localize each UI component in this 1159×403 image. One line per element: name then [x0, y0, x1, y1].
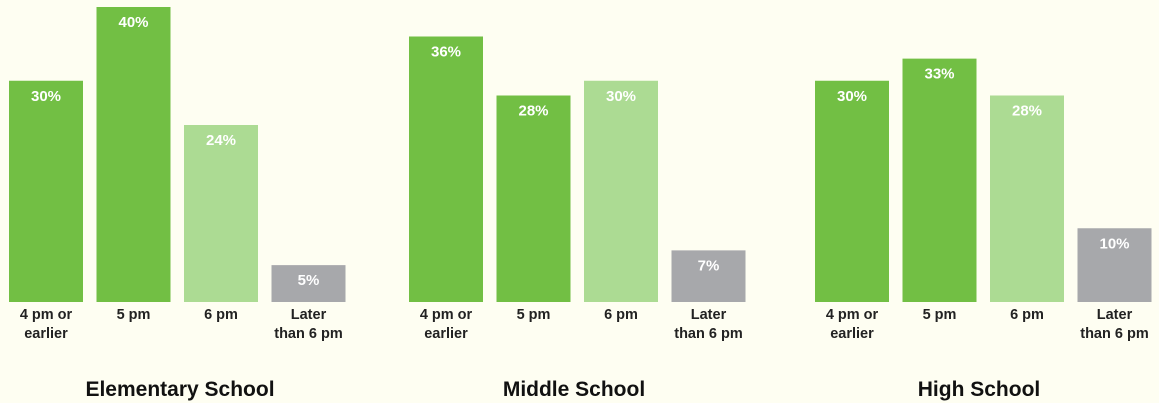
- category-label: 5 pm: [923, 307, 957, 323]
- category-label: 5 pm: [117, 307, 151, 323]
- bar: [815, 80, 889, 302]
- bar: [409, 36, 483, 302]
- chart-group-2: 36% 4 pm or earlier 28% 5 pm 30% 6 pm 7% Later th…: [409, 36, 746, 401]
- data-label: 24%: [206, 132, 236, 149]
- bar: [271, 265, 346, 302]
- data-label: 10%: [1099, 235, 1129, 252]
- category-label: 6 pm: [1010, 307, 1044, 323]
- category-label: Later: [291, 307, 327, 323]
- category-label: 4 pm or: [826, 307, 879, 323]
- bar: [184, 125, 258, 302]
- bar: [1077, 228, 1152, 302]
- category-label: Later: [1097, 307, 1133, 323]
- data-label: 30%: [606, 88, 636, 105]
- bar: [584, 80, 658, 302]
- category-label: than 6 pm: [1080, 326, 1148, 342]
- group-title: Elementary School: [85, 378, 274, 401]
- category-label: than 6 pm: [274, 326, 342, 342]
- bar: [671, 250, 746, 302]
- data-label: 5%: [298, 272, 320, 289]
- data-label: 28%: [518, 103, 548, 120]
- category-label: earlier: [24, 326, 68, 342]
- category-label: 6 pm: [604, 307, 638, 323]
- category-label: than 6 pm: [674, 326, 742, 342]
- group-title: Middle School: [503, 378, 645, 401]
- data-label: 30%: [31, 88, 61, 105]
- category-label: earlier: [424, 326, 468, 342]
- bar: [902, 58, 977, 302]
- data-label: 7%: [698, 257, 720, 274]
- category-label: earlier: [830, 326, 874, 342]
- bar: [9, 80, 83, 302]
- bar: [990, 95, 1064, 302]
- group-title: High School: [918, 378, 1041, 401]
- category-label: 4 pm or: [420, 307, 473, 323]
- category-label: 4 pm or: [20, 307, 73, 323]
- category-label: Later: [691, 307, 727, 323]
- data-label: 36%: [431, 44, 461, 61]
- data-label: 28%: [1012, 103, 1042, 120]
- category-label: 6 pm: [204, 307, 238, 323]
- bar: [96, 7, 171, 302]
- data-label: 33%: [924, 66, 954, 83]
- chart-group-1: 30% 4 pm or earlier 40% 5 pm 24% 6 pm 5% Later th…: [9, 7, 346, 401]
- category-label: 5 pm: [517, 307, 551, 323]
- bar: [496, 95, 571, 302]
- chart-group-3: 30% 4 pm or earlier 33% 5 pm 28% 6 pm 10% Later t…: [815, 58, 1152, 401]
- data-label: 30%: [837, 88, 867, 105]
- data-label: 40%: [118, 14, 148, 31]
